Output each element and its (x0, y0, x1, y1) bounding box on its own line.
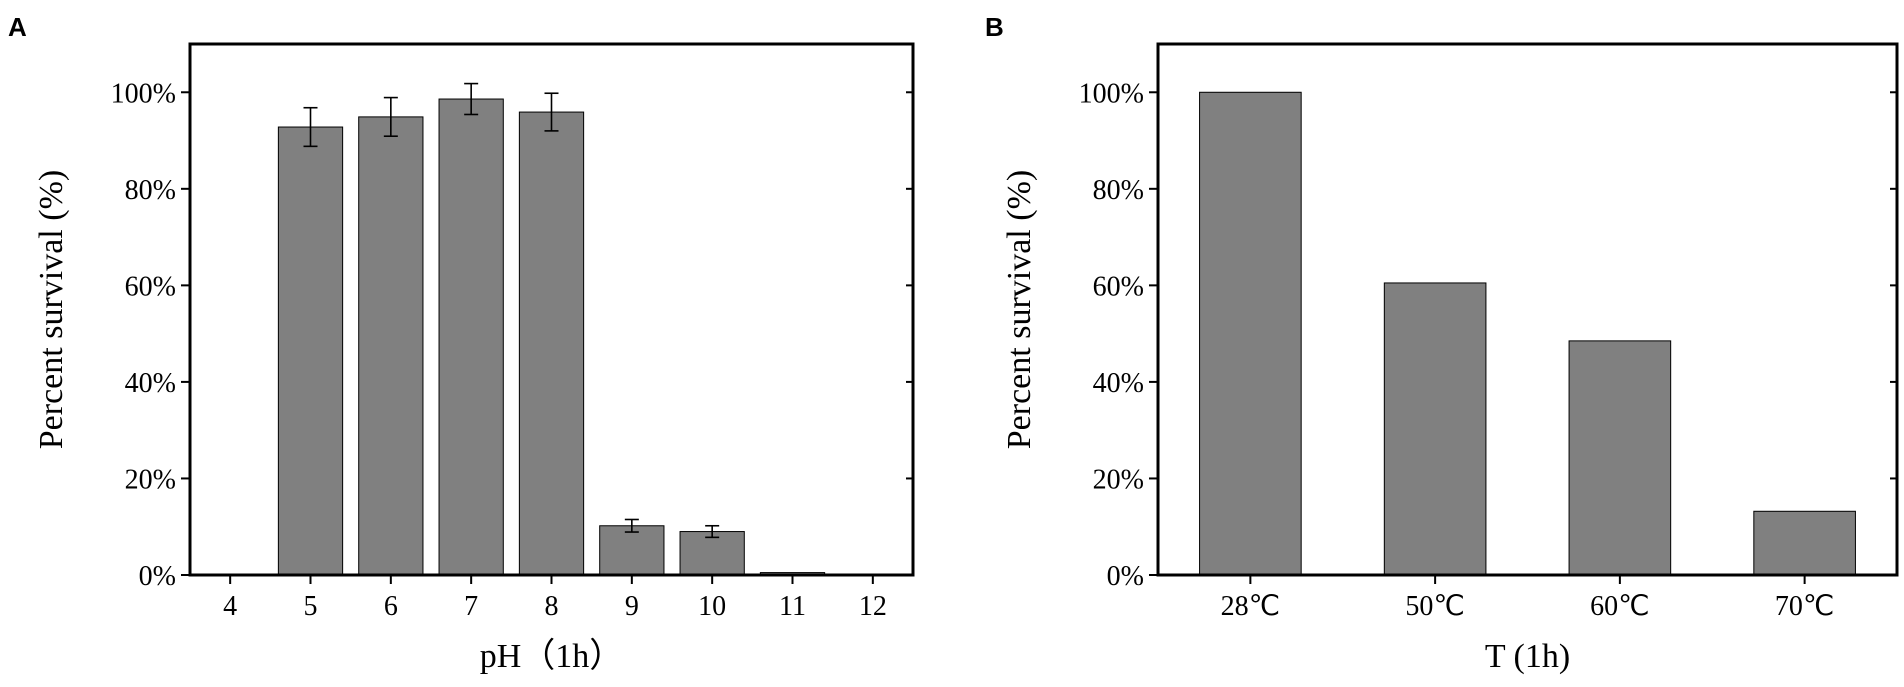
x-tick-label: 11 (779, 591, 806, 622)
bar-7 (438, 98, 504, 576)
x-axis-label: pH（1h） (480, 637, 624, 675)
x-axis-label: T (1h) (1485, 638, 1570, 675)
x-tick-label: 4 (223, 591, 237, 622)
x-tick-label: 5 (304, 591, 318, 622)
plot-frame (1156, 42, 1899, 577)
x-tick-label: 60℃ (1590, 591, 1649, 622)
panel-label: A (8, 12, 27, 42)
bar-60℃ (1568, 340, 1672, 576)
x-tick-label: 70℃ (1775, 591, 1834, 622)
y-axis-label: Percent survival (%) (33, 170, 70, 449)
y-tick-label: 100% (1079, 78, 1144, 109)
bar-10 (679, 531, 745, 576)
y-tick-label: 20% (125, 464, 176, 495)
x-tick-label: 50℃ (1405, 591, 1464, 622)
x-tick-label: 9 (625, 591, 639, 622)
y-tick-label: 60% (1093, 271, 1144, 302)
y-tick-label: 0% (139, 561, 176, 592)
bar-50℃ (1383, 282, 1487, 576)
bar-8 (518, 111, 585, 576)
bar-28℃ (1199, 91, 1302, 576)
y-tick-label: 40% (1093, 368, 1144, 399)
y-tick-label: 80% (125, 175, 176, 206)
y-tick-label: 40% (125, 368, 176, 399)
y-tick-label: 80% (1093, 175, 1144, 206)
bar-5 (277, 126, 344, 576)
bar-70℃ (1753, 510, 1856, 576)
bar-6 (358, 116, 424, 576)
y-axis-label: Percent survival (%) (1001, 170, 1038, 449)
y-tick-label: 0% (1107, 561, 1144, 592)
panel-label: B (985, 12, 1004, 42)
y-tick-label: 60% (125, 271, 176, 302)
y-tick-label: 100% (111, 78, 176, 109)
x-tick-label: 8 (545, 591, 559, 622)
x-tick-label: 12 (859, 591, 887, 622)
y-tick-label: 20% (1093, 464, 1144, 495)
x-tick-label: 28℃ (1221, 591, 1280, 622)
x-tick-label: 7 (464, 591, 478, 622)
x-tick-label: 6 (384, 591, 398, 622)
bar-9 (599, 525, 665, 576)
x-tick-label: 10 (698, 591, 726, 622)
